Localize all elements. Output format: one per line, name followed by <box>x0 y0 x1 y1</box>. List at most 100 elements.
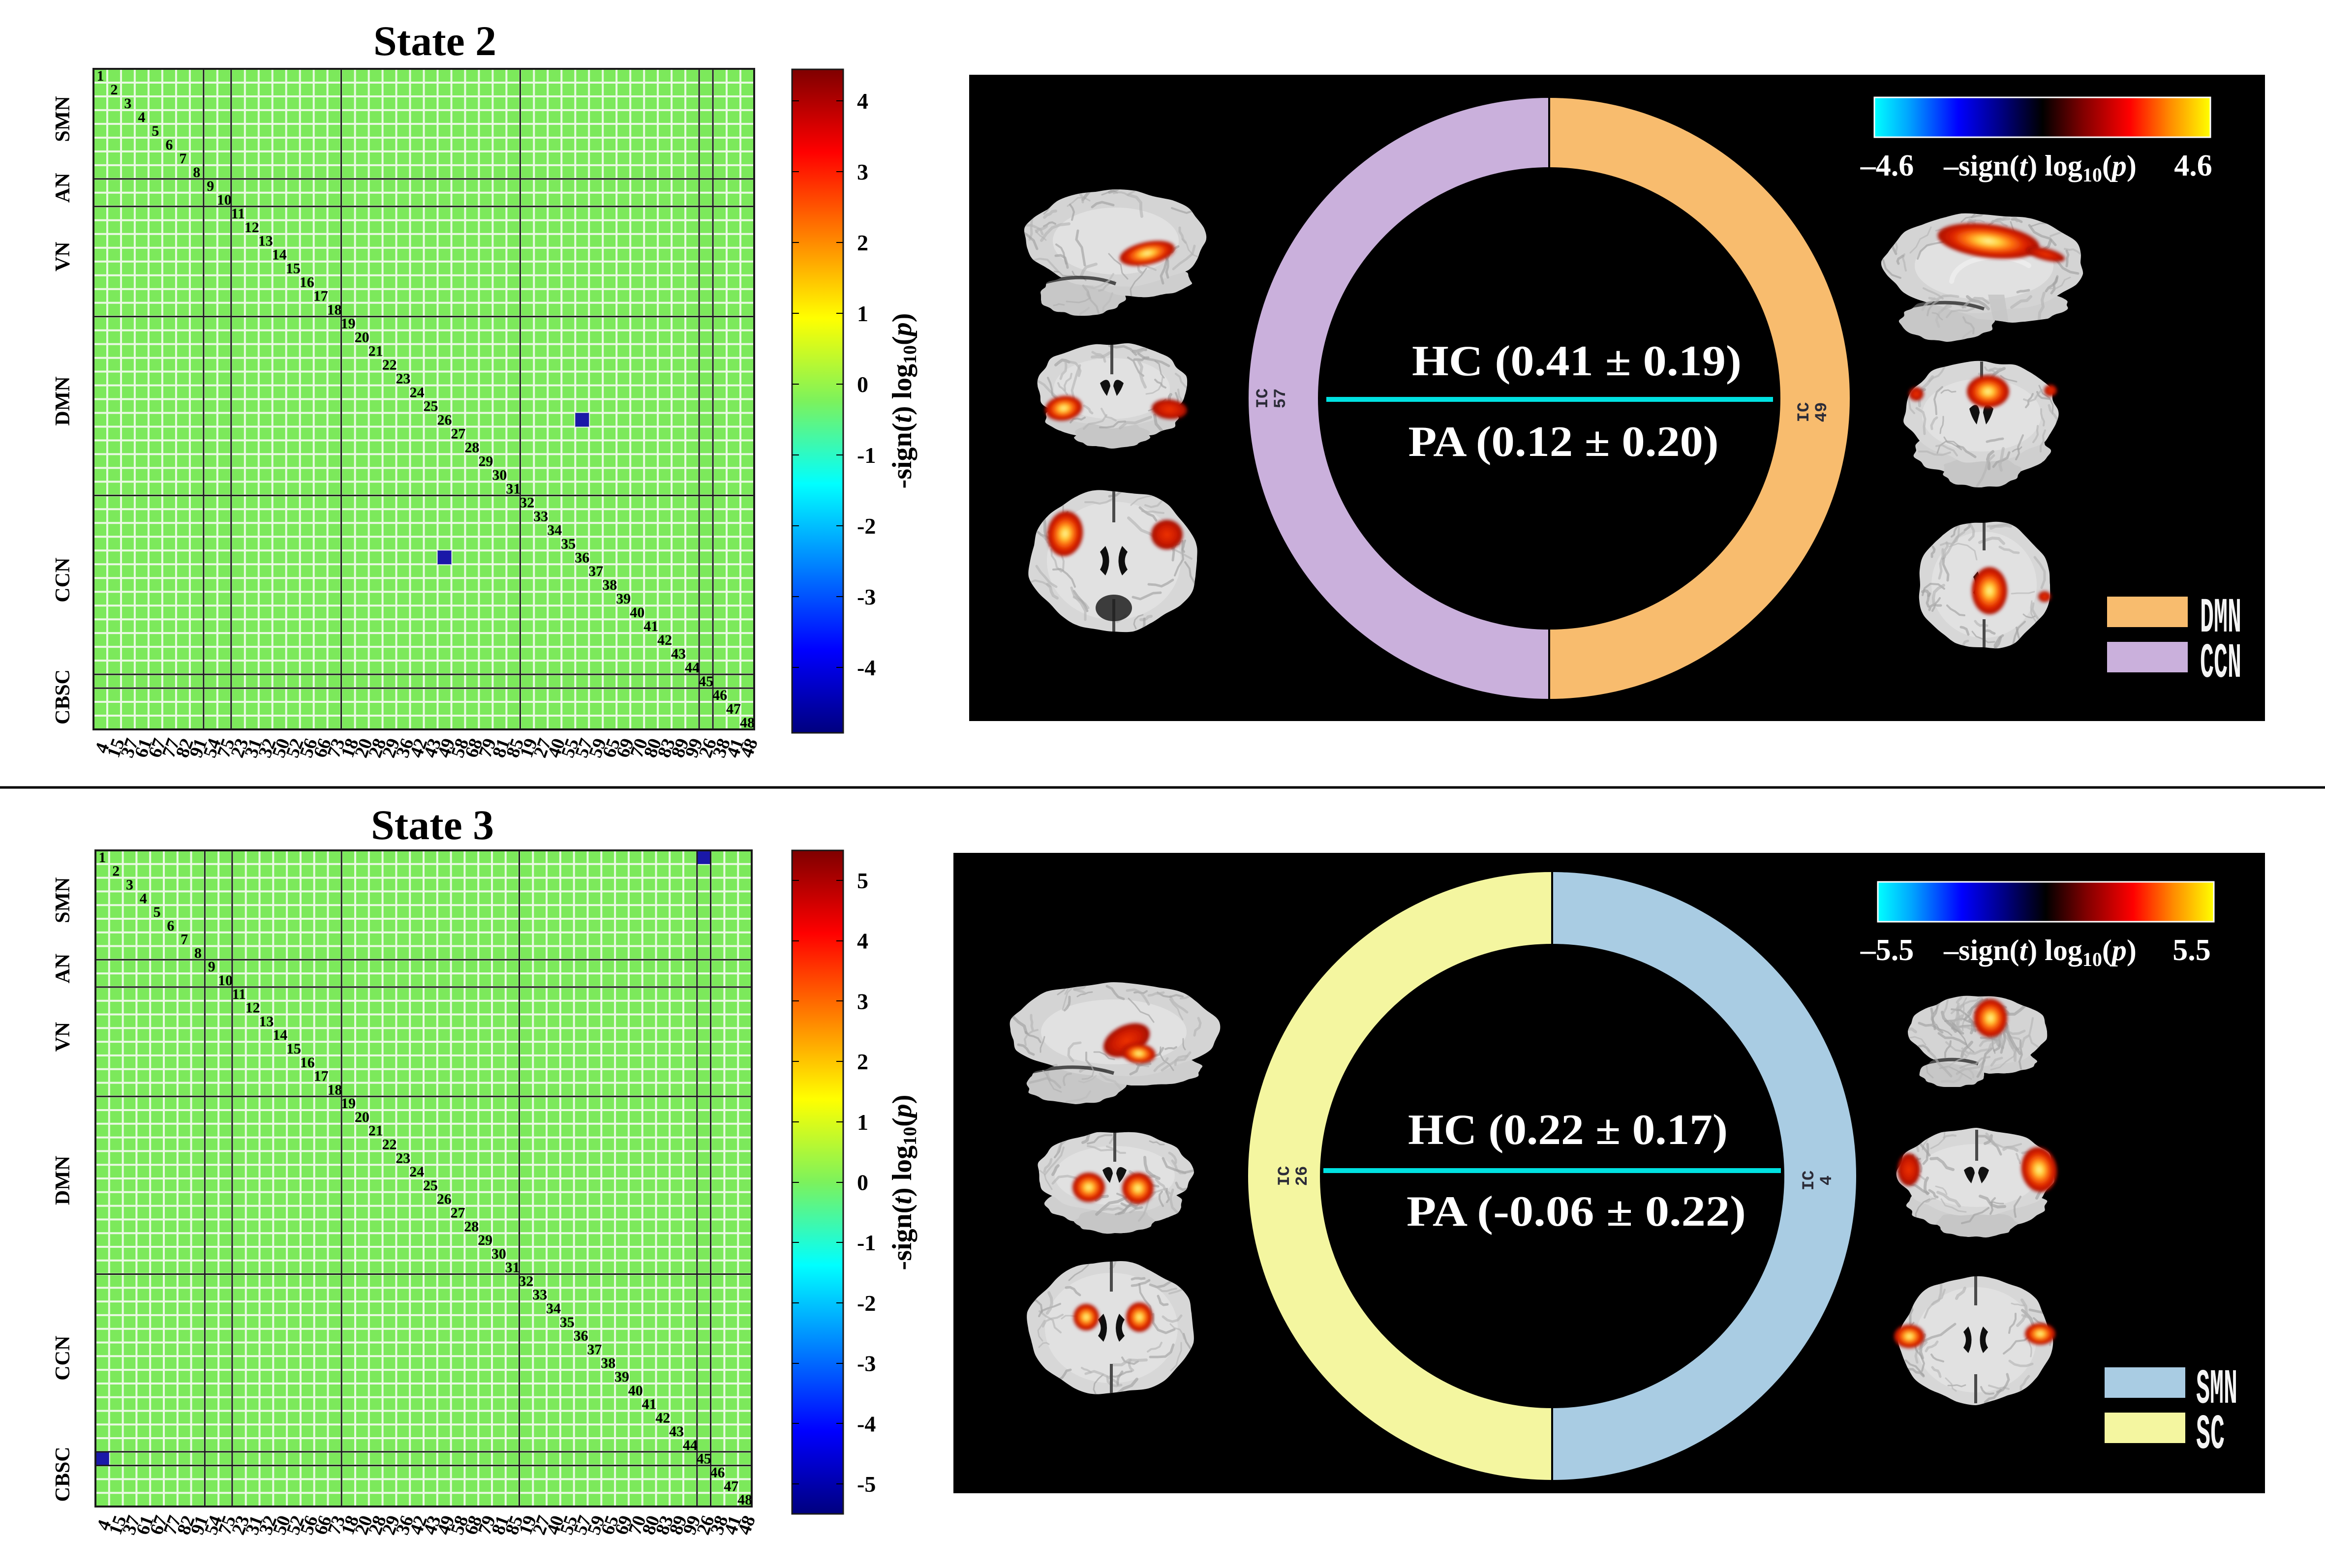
svg-text:33: 33 <box>533 508 548 524</box>
svg-text:47: 47 <box>724 1478 738 1494</box>
svg-text:-1: -1 <box>857 1230 876 1255</box>
svg-text:AN: AN <box>52 954 74 984</box>
svg-text:7: 7 <box>179 151 186 167</box>
svg-text:20: 20 <box>355 1109 369 1125</box>
svg-text:1: 1 <box>98 849 106 866</box>
svg-text:IC26: IC26 <box>1276 1166 1312 1186</box>
svg-text:34: 34 <box>546 1300 561 1317</box>
svg-text:13: 13 <box>259 1013 274 1029</box>
svg-text:43: 43 <box>669 1423 684 1440</box>
svg-text:17: 17 <box>313 288 328 304</box>
svg-text:VN: VN <box>52 1022 74 1052</box>
svg-text:40: 40 <box>628 1383 643 1399</box>
svg-text:26: 26 <box>437 412 452 428</box>
svg-text:43: 43 <box>671 646 686 662</box>
svg-text:5: 5 <box>857 868 868 893</box>
svg-text:CBSC: CBSC <box>52 669 74 724</box>
svg-text:3: 3 <box>124 95 131 112</box>
svg-text:24: 24 <box>409 1164 424 1180</box>
svg-text:11: 11 <box>231 206 245 222</box>
svg-text:7: 7 <box>181 932 188 948</box>
svg-text:27: 27 <box>451 1205 465 1221</box>
svg-text:DMN: DMN <box>52 1156 74 1205</box>
svg-text:1: 1 <box>857 1110 868 1135</box>
svg-text:IC49: IC49 <box>1795 402 1832 422</box>
svg-text:47: 47 <box>726 701 741 717</box>
svg-text:22: 22 <box>382 1137 397 1153</box>
svg-text:-3: -3 <box>857 584 876 609</box>
svg-text:15: 15 <box>286 261 301 277</box>
svg-text:SMN: SMN <box>52 877 74 923</box>
svg-text:6: 6 <box>167 918 174 934</box>
svg-text:5: 5 <box>152 123 159 139</box>
svg-text:CCN: CCN <box>52 558 74 603</box>
svg-text:15: 15 <box>286 1041 301 1057</box>
svg-text:10: 10 <box>218 972 233 989</box>
svg-text:4: 4 <box>857 89 868 114</box>
svg-text:25: 25 <box>424 398 438 415</box>
svg-text:30: 30 <box>491 1246 506 1262</box>
svg-text:48: 48 <box>740 715 755 731</box>
svg-text:38: 38 <box>602 577 617 593</box>
svg-text:13: 13 <box>258 233 273 249</box>
svg-text:DMN: DMN <box>2200 591 2241 647</box>
svg-text:3: 3 <box>126 877 133 893</box>
svg-text:29: 29 <box>478 453 493 469</box>
svg-text:27: 27 <box>451 425 465 442</box>
svg-text:–sign(t) log10(p): –sign(t) log10(p) <box>1943 934 2137 970</box>
svg-text:4.6: 4.6 <box>2174 149 2212 182</box>
svg-text:0: 0 <box>857 372 868 397</box>
svg-text:12: 12 <box>245 1000 260 1016</box>
svg-text:36: 36 <box>574 1328 588 1344</box>
svg-text:CCN: CCN <box>2200 636 2241 692</box>
svg-text:–sign(t) log10(p): –sign(t) log10(p) <box>1943 150 2137 186</box>
svg-text:46: 46 <box>712 687 727 703</box>
svg-text:2: 2 <box>112 863 120 879</box>
svg-text:-4: -4 <box>857 1411 876 1436</box>
svg-text:45: 45 <box>699 673 713 690</box>
svg-text:17: 17 <box>314 1068 329 1085</box>
svg-text:18: 18 <box>327 302 342 318</box>
svg-text:35: 35 <box>561 536 576 552</box>
svg-text:31: 31 <box>505 1260 520 1276</box>
svg-text:5: 5 <box>153 904 161 920</box>
svg-text:41: 41 <box>643 618 658 634</box>
svg-text:9: 9 <box>208 959 215 975</box>
svg-text:37: 37 <box>588 563 603 579</box>
svg-text:SC: SC <box>2196 1408 2225 1463</box>
svg-text:28: 28 <box>464 1218 479 1235</box>
svg-text:IC57: IC57 <box>1254 389 1290 409</box>
svg-text:2: 2 <box>857 230 868 255</box>
svg-text:23: 23 <box>396 371 411 387</box>
svg-text:42: 42 <box>655 1410 670 1426</box>
svg-text:39: 39 <box>614 1369 629 1385</box>
svg-text:12: 12 <box>245 219 259 236</box>
svg-text:State 2: State 2 <box>373 17 496 64</box>
svg-text:39: 39 <box>616 591 631 607</box>
svg-text:9: 9 <box>207 178 214 194</box>
svg-text:16: 16 <box>300 274 314 291</box>
svg-text:-3: -3 <box>857 1351 876 1376</box>
svg-text:31: 31 <box>506 481 520 497</box>
svg-text:20: 20 <box>355 330 369 346</box>
svg-text:-2: -2 <box>857 513 876 539</box>
svg-text:-1: -1 <box>857 443 876 468</box>
svg-text:-2: -2 <box>857 1291 876 1316</box>
svg-text:SMN: SMN <box>2196 1362 2237 1418</box>
svg-text:35: 35 <box>560 1314 575 1330</box>
svg-text:–4.6: –4.6 <box>1860 149 1914 182</box>
svg-text:PA (0.12 ± 0.20): PA (0.12 ± 0.20) <box>1408 418 1719 466</box>
svg-text:36: 36 <box>575 549 589 566</box>
svg-text:44: 44 <box>683 1437 698 1453</box>
svg-text:26: 26 <box>437 1191 452 1207</box>
svg-text:1: 1 <box>857 301 868 326</box>
svg-text:45: 45 <box>697 1451 711 1467</box>
svg-text:-sign(t) log10(p): -sign(t) log10(p) <box>887 313 920 489</box>
svg-text:21: 21 <box>368 1123 383 1139</box>
svg-text:32: 32 <box>520 494 534 511</box>
svg-text:2: 2 <box>857 1049 868 1074</box>
svg-text:5.5: 5.5 <box>2172 934 2211 967</box>
svg-text:-4: -4 <box>857 655 876 680</box>
svg-text:4: 4 <box>857 929 868 954</box>
svg-text:30: 30 <box>492 467 507 483</box>
